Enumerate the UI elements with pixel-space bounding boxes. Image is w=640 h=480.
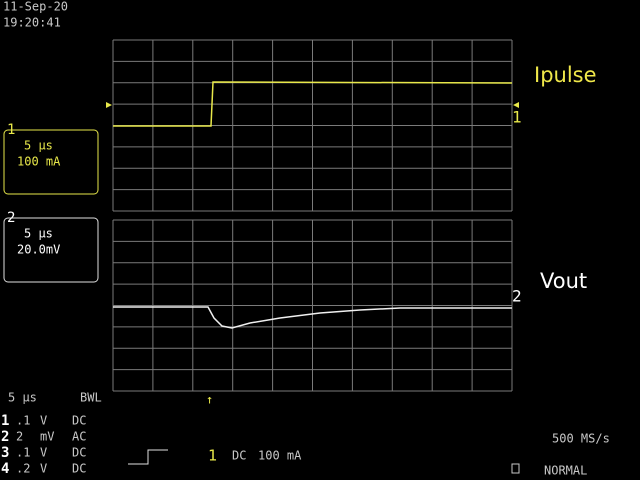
channel-marker: 2 — [512, 287, 522, 306]
box-timebase: 5 µs — [24, 139, 53, 153]
sample-rate: 500 MS/s — [552, 432, 610, 446]
status-bwl: BWL — [80, 391, 102, 405]
row-setting: AC — [72, 430, 86, 444]
row-setting: DC — [72, 446, 86, 460]
row-setting: V — [40, 462, 47, 476]
row-setting: V — [40, 414, 47, 428]
row-channel: 4 — [1, 461, 9, 477]
row-channel: 1 — [1, 413, 9, 429]
grid-lower — [112, 219, 513, 392]
trace-label: Vout — [540, 269, 587, 293]
row-setting: DC — [72, 462, 86, 476]
box-channel: 1 — [7, 122, 15, 138]
date: 11-Sep-20 — [3, 0, 68, 14]
trace-vout — [113, 306, 512, 329]
row-setting: V — [40, 446, 47, 460]
box-channel: 2 — [7, 210, 15, 226]
trigger-coupling: DC — [232, 449, 246, 463]
row-channel: 2 — [1, 429, 9, 445]
row-channel: 3 — [1, 445, 9, 461]
channel-box — [3, 129, 99, 195]
row-setting: .1 — [16, 446, 30, 460]
row-setting: .1 — [16, 414, 30, 428]
row-setting: 2 — [16, 430, 23, 444]
box-scale: 100 mA — [17, 155, 61, 169]
box-scale: 20.0mV — [17, 243, 60, 257]
mode-indicator — [511, 463, 520, 474]
trace-label: Ipulse — [534, 63, 597, 87]
channel-settings: 1 .1 V DC 2 2 mV AC 3 .1 V DC 4 .2 V DC — [1, 413, 86, 477]
status-timebase: 5 µs — [8, 391, 37, 405]
box-timebase: 5 µs — [24, 227, 53, 241]
trace-ipulse — [113, 81, 513, 127]
level-marker — [106, 102, 112, 108]
acq-mode: NORMAL — [544, 464, 587, 478]
row-setting: mV — [40, 430, 54, 444]
row-setting: .2 — [16, 462, 30, 476]
channel-box — [3, 217, 99, 283]
channel-marker: 1 — [512, 108, 522, 127]
time: 19:20:41 — [3, 16, 61, 30]
trigger-icon — [128, 449, 168, 465]
trigger-level: 100 mA — [258, 449, 302, 463]
trigger-channel: 1 — [208, 447, 217, 465]
level-marker — [513, 102, 519, 108]
row-setting: DC — [72, 414, 86, 428]
trigger-arrow: ↑ — [206, 393, 213, 407]
